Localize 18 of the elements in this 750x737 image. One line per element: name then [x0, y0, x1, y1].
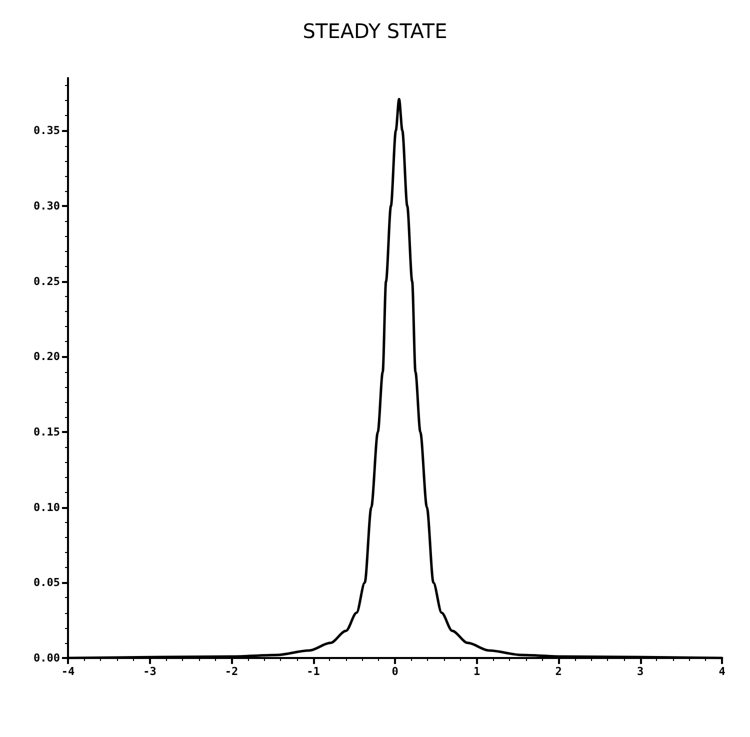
- chart-title: STEADY STATE: [302, 19, 448, 43]
- y-tick-label: 0.30: [34, 200, 60, 213]
- x-tick-label: 1: [473, 665, 480, 678]
- y-tick-label: 0.35: [34, 124, 60, 138]
- x-tick-label: 0: [392, 665, 398, 678]
- y-tick-label: 0.20: [34, 350, 60, 364]
- y-tick-label: 0.15: [34, 426, 60, 439]
- x-tick-label: -3: [143, 665, 156, 678]
- y-tick-label: 0.10: [34, 500, 60, 514]
- x-tick-label: -2: [224, 665, 238, 678]
- x-tick-label: -4: [61, 665, 75, 678]
- y-tick-label: 0.05: [34, 576, 60, 590]
- y-tick-label: 0.25: [34, 274, 60, 288]
- x-tick-label: 4: [718, 665, 726, 678]
- y-tick-label: 0.00: [34, 652, 60, 664]
- x-tick-label: 3: [636, 665, 644, 678]
- x-tick-label: -1: [306, 665, 320, 678]
- x-tick-label: 2: [555, 665, 562, 678]
